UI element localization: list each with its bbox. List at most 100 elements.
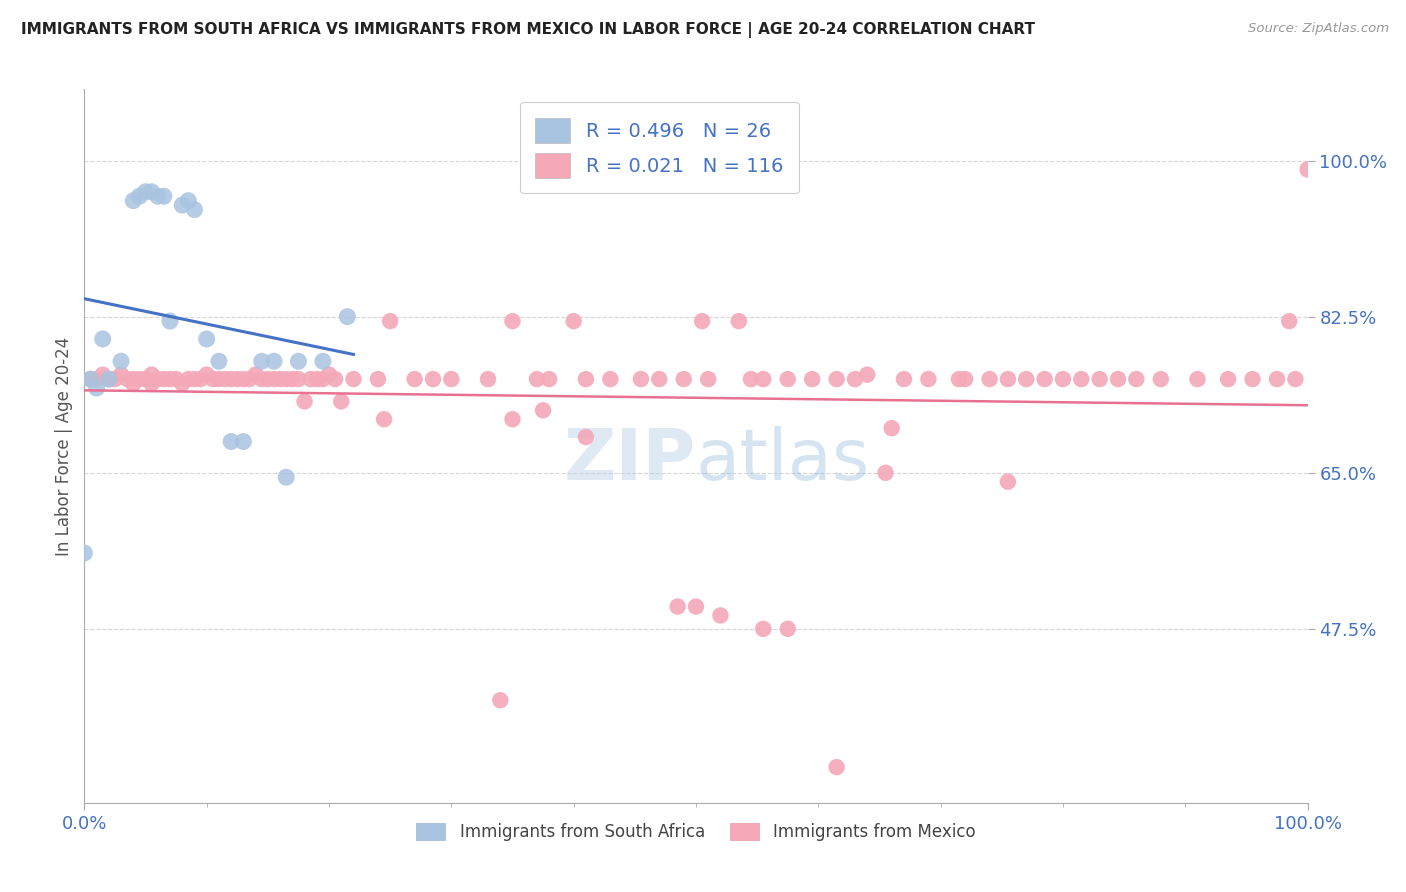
Point [1278,314,1301,328]
Point [630,372,652,386]
Point [875,466,897,480]
Point [159,372,181,386]
Point [141,185,163,199]
Point [238,372,260,386]
Point [502,412,524,426]
Point [250,372,273,386]
Point [776,622,799,636]
Point [489,693,512,707]
Point [318,368,340,382]
Point [1052,372,1074,386]
Point [165,372,187,386]
Point [263,354,285,368]
Point [526,372,548,386]
Text: IMMIGRANTS FROM SOUTH AFRICA VS IMMIGRANTS FROM MEXICO IN LABOR FORCE | AGE 20-2: IMMIGRANTS FROM SOUTH AFRICA VS IMMIGRAN… [21,22,1035,38]
Point [825,760,848,774]
Point [190,372,212,386]
Point [330,394,353,409]
Point [685,599,707,614]
Point [323,372,346,386]
Point [177,194,200,208]
Point [257,372,280,386]
Point [299,372,322,386]
Point [208,354,231,368]
Point [531,403,554,417]
Point [1296,162,1319,177]
Point [893,372,915,386]
Point [172,376,194,391]
Point [245,368,267,382]
Point [201,372,224,386]
Point [226,372,249,386]
Point [141,376,163,391]
Point [997,372,1019,386]
Point [135,185,157,199]
Point [232,434,254,449]
Point [948,372,970,386]
Point [562,314,585,328]
Point [86,381,108,395]
Point [917,372,939,386]
Point [97,372,120,386]
Point [97,372,120,386]
Point [110,368,132,382]
Point [1070,372,1092,386]
Point [502,314,524,328]
Point [91,332,114,346]
Point [263,372,285,386]
Point [1033,372,1056,386]
Point [599,372,621,386]
Point [856,368,879,382]
Point [276,470,298,484]
Text: Source: ZipAtlas.com: Source: ZipAtlas.com [1249,22,1389,36]
Point [422,372,444,386]
Point [477,372,499,386]
Point [122,194,145,208]
Point [342,372,364,386]
Point [367,372,389,386]
Point [146,189,169,203]
Point [146,372,169,386]
Point [672,372,695,386]
Point [250,354,273,368]
Point [91,368,114,382]
Point [825,372,848,386]
Text: atlas: atlas [696,425,870,495]
Point [752,622,775,636]
Point [153,372,176,386]
Point [709,608,731,623]
Point [776,372,799,386]
Y-axis label: In Labor Force | Age 20-24: In Labor Force | Age 20-24 [55,336,73,556]
Point [115,372,138,386]
Point [1107,372,1129,386]
Point [312,354,335,368]
Point [104,372,127,386]
Point [404,372,426,386]
Point [880,421,903,435]
Point [128,189,150,203]
Point [287,354,309,368]
Point [440,372,463,386]
Text: ZIP: ZIP [564,425,696,495]
Point [380,314,402,328]
Point [79,372,101,386]
Point [740,372,762,386]
Point [1150,372,1173,386]
Point [1216,372,1239,386]
Point [575,430,598,444]
Point [373,412,395,426]
Point [153,189,176,203]
Point [287,372,309,386]
Point [219,372,242,386]
Point [141,368,163,382]
Point [73,546,96,560]
Point [666,599,689,614]
Point [1284,372,1306,386]
Point [122,376,145,391]
Point [172,198,194,212]
Point [752,372,775,386]
Point [727,314,749,328]
Point [281,372,304,386]
Point [177,372,200,386]
Point [697,372,720,386]
